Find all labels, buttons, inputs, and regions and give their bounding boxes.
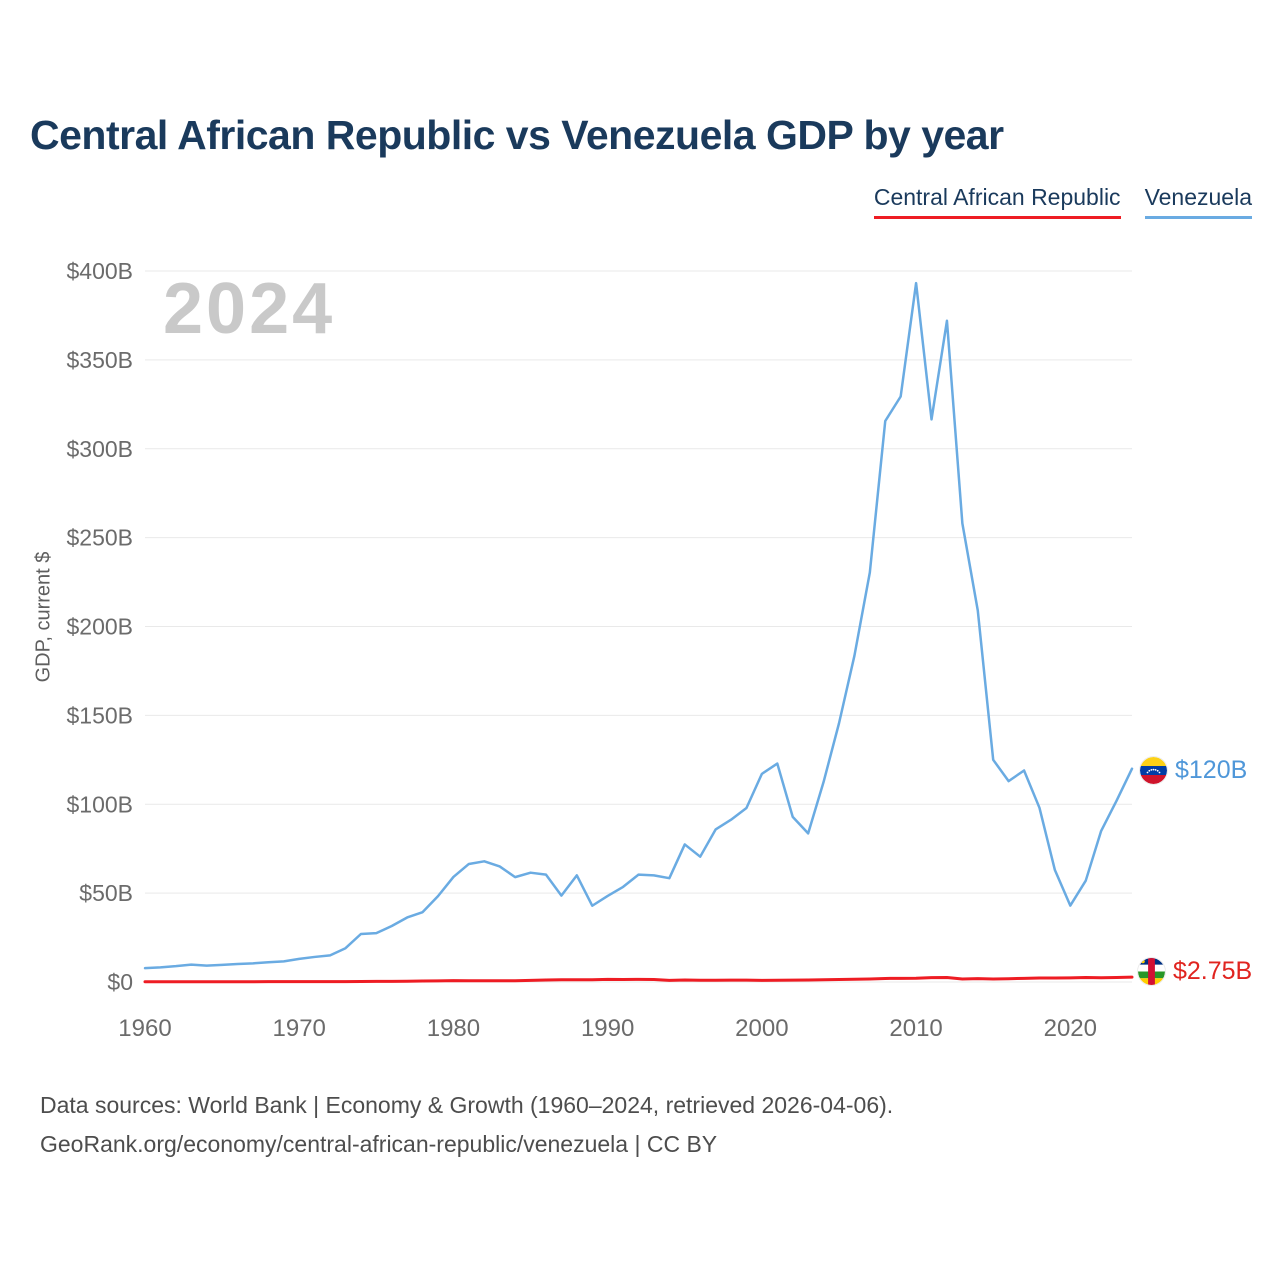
y-tick-label: $250B bbox=[66, 525, 133, 551]
x-tick-label: 2020 bbox=[1044, 1015, 1097, 1042]
x-tick-label: 2010 bbox=[889, 1015, 942, 1042]
y-tick-label: $0 bbox=[107, 969, 133, 995]
y-tick-label: $300B bbox=[66, 436, 133, 462]
y-tick-label: $100B bbox=[66, 791, 133, 817]
footer: Data sources: World Bank | Economy & Gro… bbox=[40, 1086, 893, 1164]
x-tick-label: 1970 bbox=[273, 1015, 326, 1042]
y-axis-title: GDP, current $ bbox=[32, 551, 55, 683]
venezuela-line[interactable] bbox=[143, 281, 1134, 970]
central-african-republic-end-label: $2.75B bbox=[1138, 957, 1252, 986]
x-tick-label: 2000 bbox=[735, 1015, 788, 1042]
y-tick-label: $350B bbox=[66, 347, 133, 373]
y-tick-label: $400B bbox=[66, 258, 133, 284]
central-african-republic-end-value: $2.75B bbox=[1173, 957, 1253, 985]
watermark-year: 2024 bbox=[163, 269, 336, 349]
x-tick-label: 1980 bbox=[427, 1015, 480, 1042]
legend-item-venezuela[interactable]: Venezuela bbox=[1144, 184, 1252, 219]
footer-sources: Data sources: World Bank | Economy & Gro… bbox=[40, 1092, 894, 1118]
y-tick-label: $50B bbox=[79, 880, 133, 906]
legend: Central African Republic Venezuela bbox=[873, 184, 1252, 219]
y-tick-label: $150B bbox=[66, 702, 133, 728]
central-african-republic-flag-icon bbox=[1138, 958, 1165, 985]
venezuela-end-value: $120B bbox=[1175, 756, 1248, 784]
central-african-republic-line[interactable] bbox=[143, 975, 1134, 984]
page-title: Central African Republic vs Venezuela GD… bbox=[30, 112, 1004, 158]
x-tick-label: 1990 bbox=[581, 1015, 634, 1042]
legend-item-central-african-republic[interactable]: Central African Republic bbox=[873, 184, 1121, 219]
x-tick-label: 1960 bbox=[118, 1015, 171, 1042]
footer-link: GeoRank.org/economy/central-african-repu… bbox=[40, 1131, 718, 1157]
venezuela-flag-icon bbox=[1140, 757, 1167, 784]
y-tick-label: $200B bbox=[66, 614, 133, 640]
venezuela-end-label: $120B bbox=[1140, 756, 1247, 785]
